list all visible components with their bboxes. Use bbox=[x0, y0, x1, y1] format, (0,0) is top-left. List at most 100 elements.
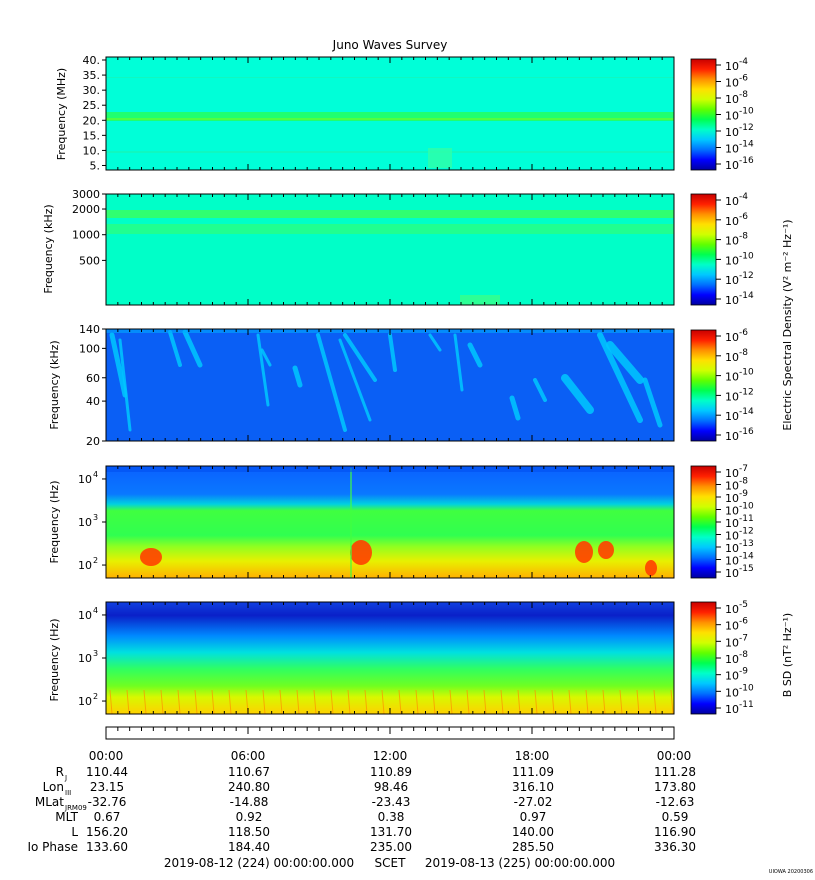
colorbar-tick-label: 10 bbox=[725, 110, 739, 123]
ephemeris-value: 131.70 bbox=[370, 825, 412, 839]
ytick-label: 25. bbox=[83, 99, 101, 112]
ephemeris-row-label: Io Phase bbox=[27, 840, 78, 854]
ephemeris-row-label: MLT bbox=[55, 810, 78, 824]
colorbar-tick-exponent: -16 bbox=[739, 156, 754, 166]
footer-scet: SCET bbox=[375, 856, 407, 870]
ytick-exponent: 2 bbox=[93, 556, 98, 565]
colorbar-tick-exponent: -15 bbox=[739, 564, 754, 574]
colorbar-panel-2 bbox=[690, 193, 717, 306]
colorbar-tick-label: 10 bbox=[725, 93, 739, 106]
ytick-label: 40. bbox=[83, 54, 101, 67]
ephemeris-row-label: Lon bbox=[43, 780, 64, 794]
colorbar-tick-exponent: -16 bbox=[739, 427, 754, 437]
ephemeris-value: 110.89 bbox=[370, 765, 412, 779]
ephemeris-row-label: R bbox=[56, 765, 64, 779]
ephemeris-value: 173.80 bbox=[654, 780, 696, 794]
ylabel-panel-1: Frequency (MHz) bbox=[55, 68, 68, 160]
ephemeris-value: 156.20 bbox=[86, 825, 128, 839]
ephemeris-value: 0.38 bbox=[378, 810, 405, 824]
colorbar-tick-exponent: -9 bbox=[739, 489, 748, 499]
colorbar-panel-4 bbox=[690, 465, 717, 579]
colorbar-tick-label: 10 bbox=[725, 274, 739, 287]
colorbar-tick-exponent: -4 bbox=[739, 57, 748, 67]
ytick-label: 140 bbox=[79, 323, 100, 336]
ytick-label: 10 bbox=[78, 516, 92, 529]
colorbar-tick-label: 10 bbox=[725, 77, 739, 90]
ephemeris-table: 00:00 06:00 12:00 18:00 00:00 R J 110.44 110.67 1… bbox=[27, 749, 696, 854]
colorbar-tick-exponent: -10 bbox=[739, 502, 754, 512]
ephemeris-row-subscript: III bbox=[65, 789, 71, 797]
ephemeris-value: -14.88 bbox=[230, 795, 269, 809]
ytick-label: 10. bbox=[83, 144, 101, 157]
ytick-label: 100 bbox=[79, 342, 100, 355]
panel-1: Frequency (MHz) 5.10.15.20.25.30.35.40. … bbox=[55, 54, 754, 172]
ephemeris-value: 111.09 bbox=[512, 765, 554, 779]
colorbar-tick-exponent: -8 bbox=[739, 232, 748, 242]
ephemeris-value: -12.63 bbox=[656, 795, 695, 809]
colorbar-tick-exponent: -14 bbox=[739, 552, 754, 562]
colorbar-tick-exponent: -11 bbox=[739, 514, 754, 524]
colorbar-tick-exponent: -7 bbox=[739, 633, 748, 643]
colorbar-tick-label: 10 bbox=[725, 530, 739, 543]
ylabel-panel-3: Frequency (kHz) bbox=[48, 340, 61, 429]
ytick-label: 3000 bbox=[72, 188, 100, 201]
colorbar-tick-exponent: -12 bbox=[739, 387, 754, 397]
colorbar-tick-label: 10 bbox=[725, 254, 739, 267]
colorbar-tick-label: 10 bbox=[725, 653, 739, 666]
time-tick-label: 12:00 bbox=[373, 749, 408, 763]
colorbar-tick-label: 10 bbox=[725, 567, 739, 580]
colorbar-tick-label: 10 bbox=[725, 430, 739, 443]
colorbar-tick-exponent: -8 bbox=[739, 650, 748, 660]
ephemeris-value: 240.80 bbox=[228, 780, 270, 794]
colorbar-tick-exponent: -6 bbox=[739, 212, 748, 222]
colorbar-tick-exponent: -14 bbox=[739, 407, 754, 417]
ephemeris-value: 0.92 bbox=[236, 810, 263, 824]
colorbar-tick-label: 10 bbox=[725, 686, 739, 699]
colorbar-tick-label: 10 bbox=[725, 636, 739, 649]
colorbar-tick-exponent: -8 bbox=[739, 348, 748, 358]
ephemeris-row-label: L bbox=[71, 825, 78, 839]
ephemeris-value: 110.67 bbox=[228, 765, 270, 779]
time-tick-label: 00:00 bbox=[89, 749, 124, 763]
colorbar-tick-label: 10 bbox=[725, 542, 739, 555]
ytick-label: 30. bbox=[83, 84, 101, 97]
colorbar-tick-exponent: -4 bbox=[739, 192, 748, 202]
ephemeris-value: -27.02 bbox=[514, 795, 553, 809]
colorbar-tick-exponent: -14 bbox=[739, 140, 754, 150]
ephemeris-value: 336.30 bbox=[654, 840, 696, 854]
colorbar-tick-label: 10 bbox=[725, 215, 739, 228]
ephemeris-value: 23.15 bbox=[90, 780, 124, 794]
colorbar-tick-exponent: -14 bbox=[739, 291, 754, 301]
colorbar-tick-exponent: -6 bbox=[739, 617, 748, 627]
ephemeris-value: 316.10 bbox=[512, 780, 554, 794]
ylabel-panel-2: Frequency (kHz) bbox=[42, 204, 55, 293]
colorbar-tick-label: 10 bbox=[725, 410, 739, 423]
ytick-label: 20 bbox=[86, 435, 100, 448]
ephemeris-value: 111.28 bbox=[654, 765, 696, 779]
ytick-label: 10 bbox=[78, 473, 92, 486]
ephemeris-value: 0.97 bbox=[520, 810, 547, 824]
colorbar-tick-label: 10 bbox=[725, 60, 739, 73]
colorbar-tick-label: 10 bbox=[725, 126, 739, 139]
colorbar-tick-label: 10 bbox=[725, 620, 739, 633]
ytick-label: 2000 bbox=[72, 203, 100, 216]
ephemeris-value: 0.59 bbox=[662, 810, 689, 824]
ytick-exponent: 2 bbox=[93, 692, 98, 701]
ytick-label: 500 bbox=[79, 254, 100, 267]
footer-end-time: 2019-08-13 (225) 00:00:00.000 bbox=[425, 856, 615, 870]
ytick-label: 10 bbox=[78, 559, 92, 572]
ephemeris-row-label: MLat bbox=[35, 795, 64, 809]
ephemeris-value: 235.00 bbox=[370, 840, 412, 854]
colorbar-tick-label: 10 bbox=[725, 467, 739, 480]
colorbar-tick-label: 10 bbox=[725, 159, 739, 172]
ephemeris-row-subscript: J bbox=[64, 774, 67, 782]
ytick-label: 20. bbox=[83, 114, 101, 127]
colorbar-tick-exponent: -6 bbox=[739, 328, 748, 338]
colorbar-tick-label: 10 bbox=[725, 195, 739, 208]
colorbar-tick-exponent: -8 bbox=[739, 477, 748, 487]
colorbar-tick-exponent: -7 bbox=[739, 464, 748, 474]
